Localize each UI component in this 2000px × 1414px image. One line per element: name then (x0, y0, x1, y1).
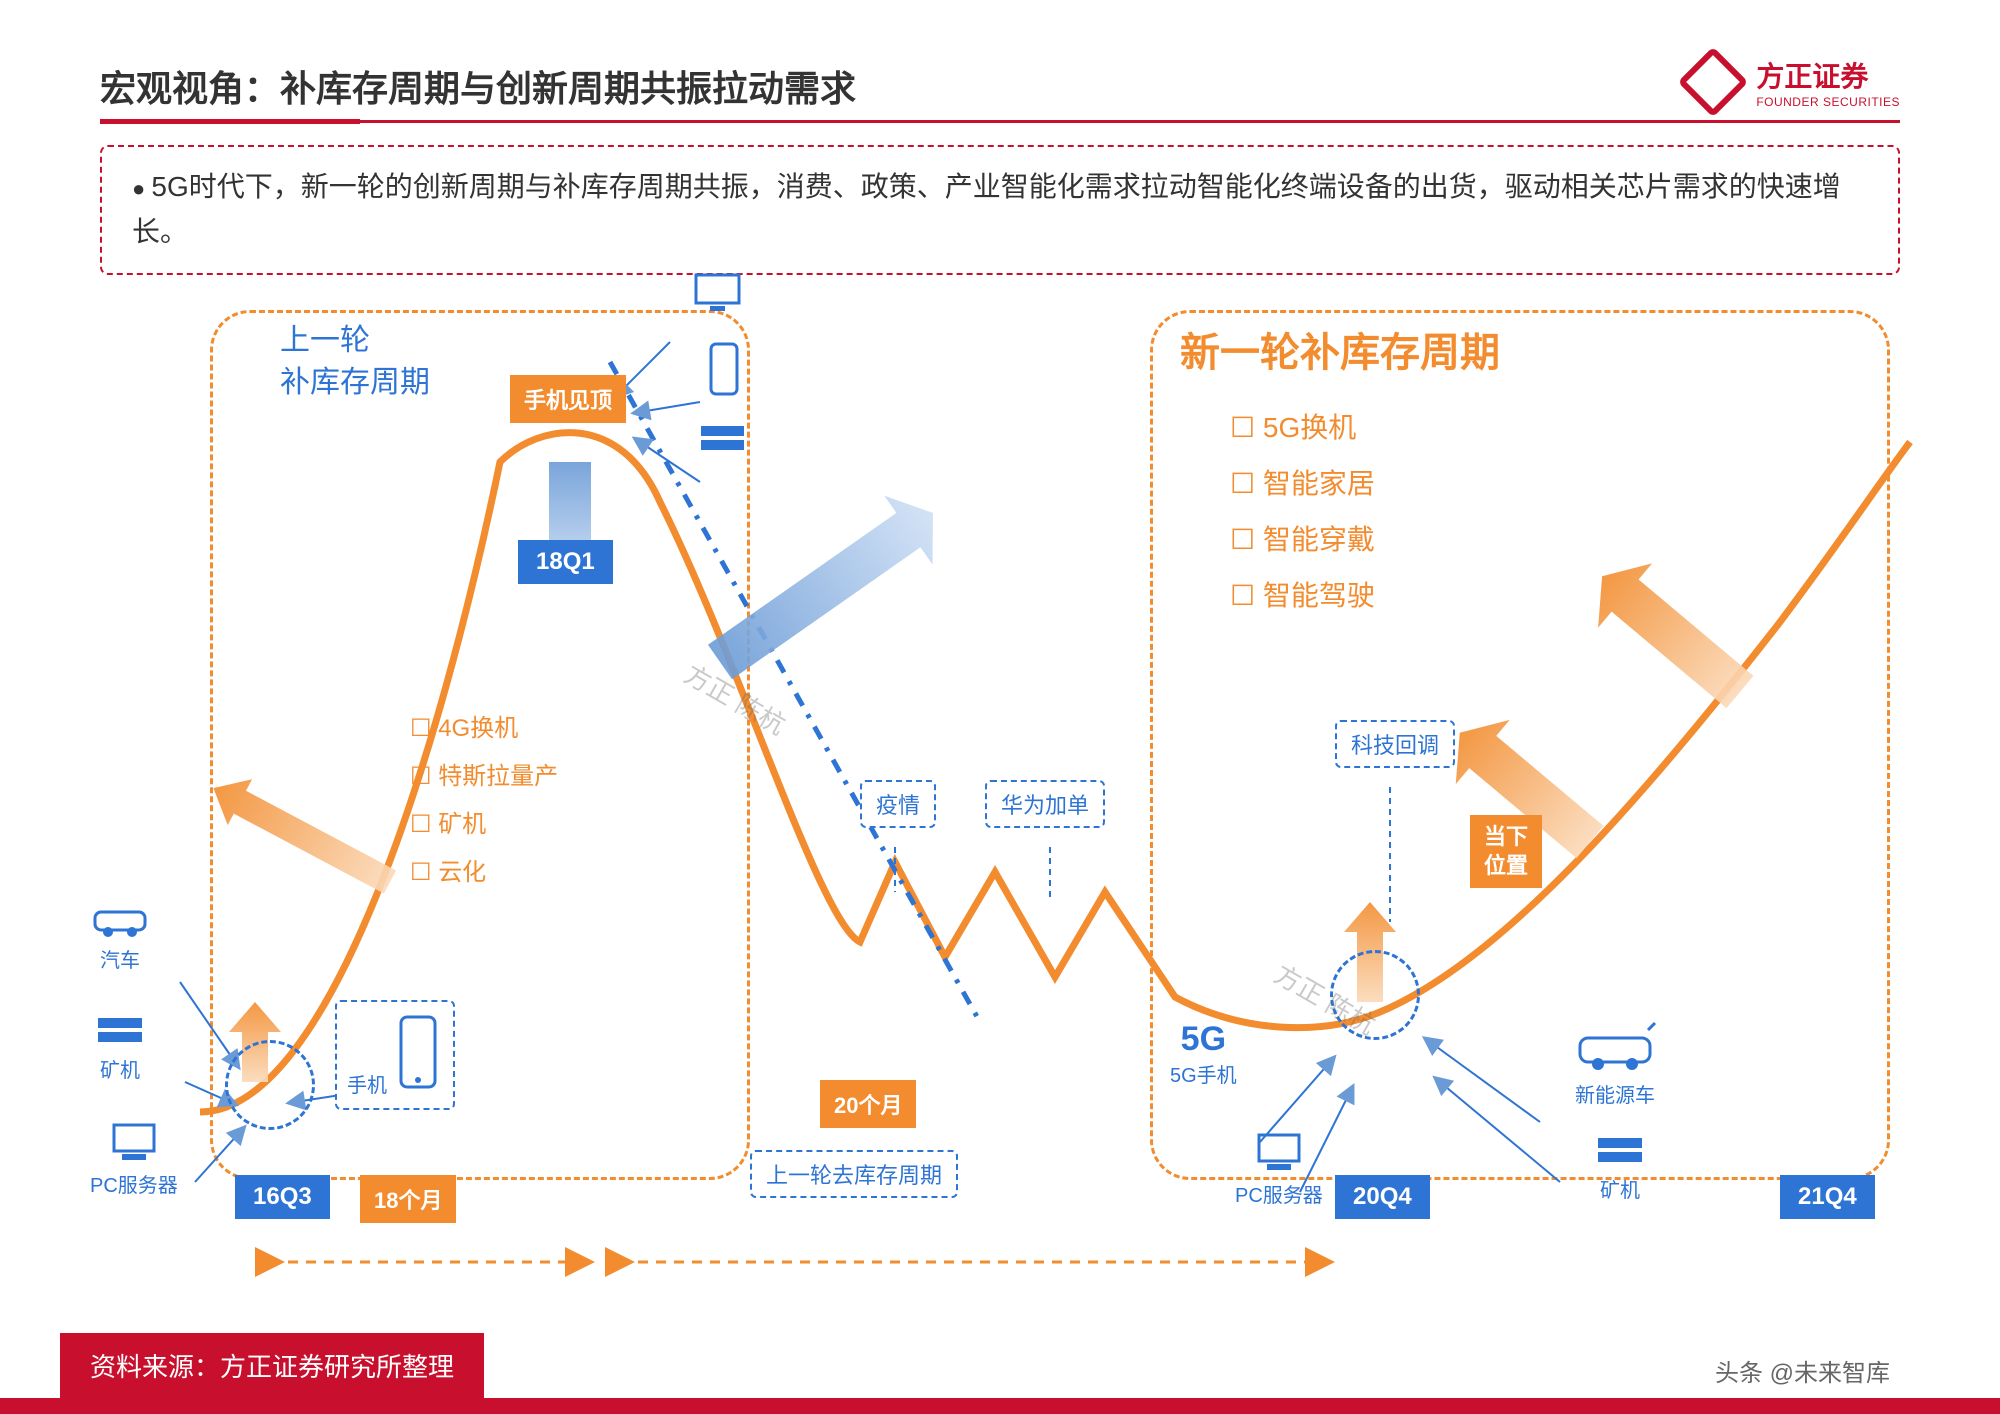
monitor-icon (690, 270, 745, 321)
phone-icon: 手机 (335, 1000, 455, 1110)
ev-icon: 新能源车 (1570, 1020, 1660, 1108)
prev-start-period: 16Q3 (235, 1175, 330, 1219)
peak-label: 手机见顶 (510, 375, 626, 423)
miner-icon-2: 矿机 (1590, 1130, 1650, 1203)
prev-start-node (225, 1040, 315, 1130)
logo-icon (1678, 47, 1749, 118)
header-divider (100, 120, 1900, 123)
attribution: 头条 @未来智库 (1715, 1353, 1890, 1388)
five-g-icon: 5G 5G手机 (1170, 1020, 1237, 1088)
miner-icon: 矿机 (90, 1010, 150, 1083)
peak-period: 18Q1 (518, 540, 613, 584)
brand-logo: 方正证券 FOUNDER SECURITIES (1688, 55, 1900, 109)
new-cycle-title: 新一轮补库存周期 (1180, 320, 1500, 378)
source-label: 资料来源：方正证券研究所整理 (60, 1333, 484, 1398)
page-title: 宏观视角：补库存周期与创新周期共振拉动需求 (100, 60, 1900, 112)
footer-band (0, 1398, 2000, 1414)
cycle-diagram: 上一轮 补库存周期 新一轮补库存周期 手机见顶 18Q1 4G换机 特斯拉量产 … (80, 280, 1920, 1324)
new-drivers-list: 5G换机 智能家居 智能穿戴 智能驾驶 (1230, 400, 1375, 624)
car-icon: 汽车 (90, 900, 150, 973)
server-small-icon (695, 420, 750, 464)
callout-text: 5G时代下，新一轮的创新周期与补库存周期共振，消费、政策、产业智能化需求拉动智能… (132, 165, 1868, 255)
phone-small-icon (705, 340, 743, 406)
logo-en: FOUNDER SECURITIES (1756, 95, 1900, 109)
prev-cycle-title: 上一轮 补库存周期 (280, 320, 430, 404)
page-header: 宏观视角：补库存周期与创新周期共振拉动需求 (100, 60, 1900, 112)
new-end-period: 21Q4 (1780, 1175, 1875, 1219)
destock-title: 上一轮去库存周期 (750, 1150, 958, 1198)
logo-cn: 方正证券 (1756, 55, 1900, 95)
prev-drivers-list: 4G换机 特斯拉量产 矿机 云化 (410, 705, 558, 897)
trough-period: 20Q4 (1335, 1175, 1430, 1219)
server-icon-2: PC服务器 (1235, 1130, 1323, 1208)
prev-duration: 18个月 (360, 1175, 456, 1223)
current-position: 当下 位置 (1470, 815, 1542, 888)
callout-box: 5G时代下，新一轮的创新周期与补库存周期共振，消费、政策、产业智能化需求拉动智能… (100, 145, 1900, 275)
destock-duration: 20个月 (820, 1080, 916, 1128)
server-icon: PC服务器 (90, 1120, 178, 1198)
event-techcorrection: 科技回调 (1335, 720, 1455, 768)
event-huawei: 华为加单 (985, 780, 1105, 828)
event-covid: 疫情 (860, 780, 936, 828)
